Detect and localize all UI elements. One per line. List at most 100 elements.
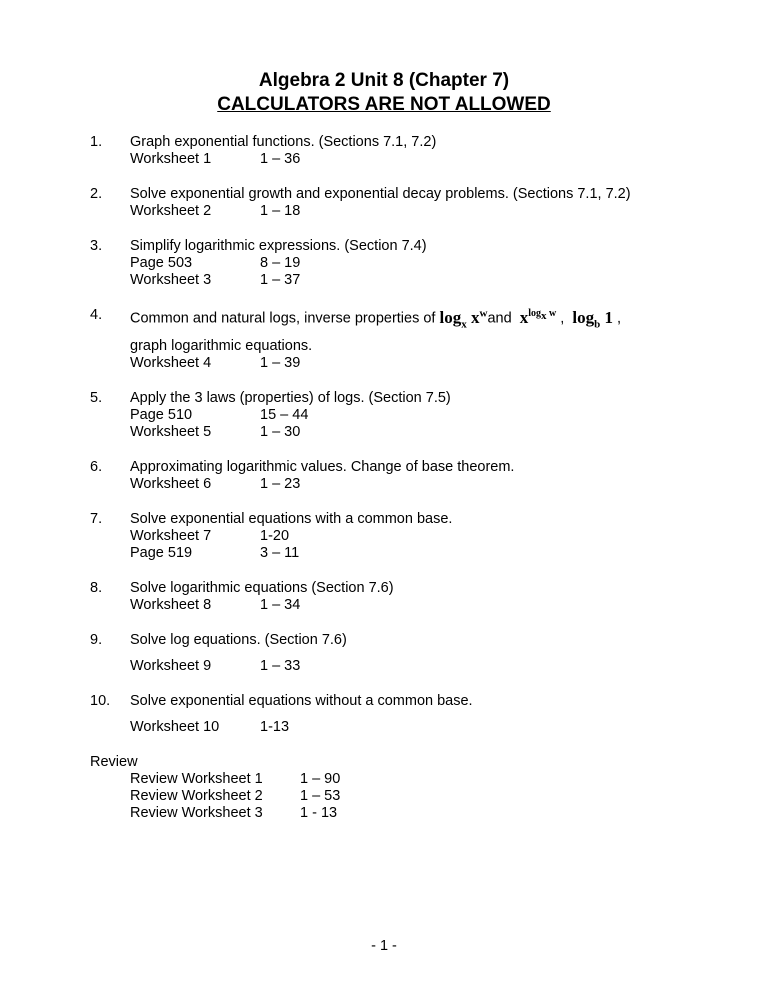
review-label: Review Worksheet 1 [130, 771, 300, 787]
list-item: 10. Solve exponential equations without … [90, 693, 678, 736]
list-item: 5. Apply the 3 laws (properties) of logs… [90, 390, 678, 441]
list-item: 4. Common and natural logs, inverse prop… [90, 307, 678, 372]
item-sub: Worksheet 9 1 – 33 [130, 658, 678, 674]
item-sub: Worksheet 4 1 – 39 [130, 355, 678, 371]
review-label: Review Worksheet 2 [130, 788, 300, 804]
sub-label: Worksheet 1 [130, 151, 260, 167]
list-item: 7. Solve exponential equations with a co… [90, 511, 678, 562]
item-number: 1. [90, 134, 130, 168]
item-body: Solve exponential equations without a co… [130, 693, 678, 736]
item-sub: Worksheet 7 1-20 [130, 528, 678, 544]
review-range: 1 - 13 [300, 805, 337, 821]
sub-label: Page 519 [130, 545, 260, 561]
item-desc: Solve exponential growth and exponential… [130, 186, 678, 202]
item-sub: Worksheet 6 1 – 23 [130, 476, 678, 492]
item-list: 1. Graph exponential functions. (Section… [90, 134, 678, 736]
desc-text: Common and natural logs, inverse propert… [130, 311, 440, 327]
sub-label: Worksheet 8 [130, 597, 260, 613]
item-desc: Graph exponential functions. (Sections 7… [130, 134, 678, 150]
list-item: 6. Approximating logarithmic values. Cha… [90, 459, 678, 493]
sub-range: 1 – 18 [260, 203, 300, 219]
item-body: Apply the 3 laws (properties) of logs. (… [130, 390, 678, 441]
sub-range: 1 – 37 [260, 272, 300, 288]
item-body: Graph exponential functions. (Sections 7… [130, 134, 678, 168]
item-desc: Solve exponential equations with a commo… [130, 511, 678, 527]
sub-range: 1 – 34 [260, 597, 300, 613]
page-number: - 1 - [0, 938, 768, 954]
sub-range: 1 – 36 [260, 151, 300, 167]
item-desc: graph logarithmic equations. [130, 338, 678, 354]
item-number: 4. [90, 307, 130, 372]
item-body: Solve exponential growth and exponential… [130, 186, 678, 220]
sub-range: 1-20 [260, 528, 289, 544]
sub-label: Page 510 [130, 407, 260, 423]
sub-label: Page 503 [130, 255, 260, 271]
sub-range: 1-13 [260, 719, 289, 735]
sub-label: Worksheet 10 [130, 719, 260, 735]
page: Algebra 2 Unit 8 (Chapter 7) CALCULATORS… [0, 0, 768, 994]
review-item: Review Worksheet 1 1 – 90 [130, 771, 678, 787]
item-desc: Simplify logarithmic expressions. (Secti… [130, 238, 678, 254]
item-sub: Page 503 8 – 19 [130, 255, 678, 271]
sub-label: Worksheet 3 [130, 272, 260, 288]
review-label: Review Worksheet 3 [130, 805, 300, 821]
math-expr: logb 1 [572, 308, 613, 327]
item-number: 10. [90, 693, 130, 736]
review-item: Review Worksheet 3 1 - 13 [130, 805, 678, 821]
list-item: 2. Solve exponential growth and exponent… [90, 186, 678, 220]
item-body: Approximating logarithmic values. Change… [130, 459, 678, 493]
item-sub: Worksheet 2 1 – 18 [130, 203, 678, 219]
item-sub: Worksheet 10 1-13 [130, 719, 678, 735]
item-desc: Solve log equations. (Section 7.6) [130, 632, 678, 648]
desc-and: and [487, 311, 511, 327]
list-item: 1. Graph exponential functions. (Section… [90, 134, 678, 168]
list-item: 8. Solve logarithmic equations (Section … [90, 580, 678, 614]
item-number: 7. [90, 511, 130, 562]
item-body: Solve log equations. (Section 7.6) Works… [130, 632, 678, 675]
list-item: 9. Solve log equations. (Section 7.6) Wo… [90, 632, 678, 675]
sub-label: Worksheet 6 [130, 476, 260, 492]
page-title: Algebra 2 Unit 8 (Chapter 7) [90, 70, 678, 92]
review-range: 1 – 53 [300, 788, 340, 804]
item-sub: Worksheet 8 1 – 34 [130, 597, 678, 613]
item-sub: Worksheet 5 1 – 30 [130, 424, 678, 440]
item-number: 2. [90, 186, 130, 220]
item-sub: Page 510 15 – 44 [130, 407, 678, 423]
review-heading: Review [90, 754, 678, 770]
item-body: Simplify logarithmic expressions. (Secti… [130, 238, 678, 289]
item-sub: Worksheet 1 1 – 36 [130, 151, 678, 167]
sub-range: 1 – 23 [260, 476, 300, 492]
sub-label: Worksheet 4 [130, 355, 260, 371]
review-item: Review Worksheet 2 1 – 53 [130, 788, 678, 804]
page-subtitle: CALCULATORS ARE NOT ALLOWED [90, 94, 678, 116]
item-number: 5. [90, 390, 130, 441]
item-sub: Worksheet 3 1 – 37 [130, 272, 678, 288]
item-number: 9. [90, 632, 130, 675]
sub-range: 1 – 39 [260, 355, 300, 371]
item-desc: Solve exponential equations without a co… [130, 693, 678, 709]
sub-range: 15 – 44 [260, 407, 308, 423]
sub-label: Worksheet 5 [130, 424, 260, 440]
item-number: 6. [90, 459, 130, 493]
sub-label: Worksheet 7 [130, 528, 260, 544]
list-item: 3. Simplify logarithmic expressions. (Se… [90, 238, 678, 289]
item-body: Common and natural logs, inverse propert… [130, 307, 678, 372]
sub-range: 1 – 30 [260, 424, 300, 440]
sub-label: Worksheet 2 [130, 203, 260, 219]
sub-range: 1 – 33 [260, 658, 300, 674]
item-body: Solve logarithmic equations (Section 7.6… [130, 580, 678, 614]
math-expr: xlogx w [520, 308, 557, 327]
sub-range: 3 – 11 [260, 545, 299, 561]
math-expr: logx xw [440, 308, 488, 327]
item-desc: Approximating logarithmic values. Change… [130, 459, 678, 475]
item-desc: Solve logarithmic equations (Section 7.6… [130, 580, 678, 596]
item-desc: Apply the 3 laws (properties) of logs. (… [130, 390, 678, 406]
item-number: 8. [90, 580, 130, 614]
review-list: Review Worksheet 1 1 – 90 Review Workshe… [90, 771, 678, 821]
review-range: 1 – 90 [300, 771, 340, 787]
item-number: 3. [90, 238, 130, 289]
item-desc: Common and natural logs, inverse propert… [130, 307, 678, 330]
sub-label: Worksheet 9 [130, 658, 260, 674]
item-body: Solve exponential equations with a commo… [130, 511, 678, 562]
item-sub: Page 519 3 – 11 [130, 545, 678, 561]
